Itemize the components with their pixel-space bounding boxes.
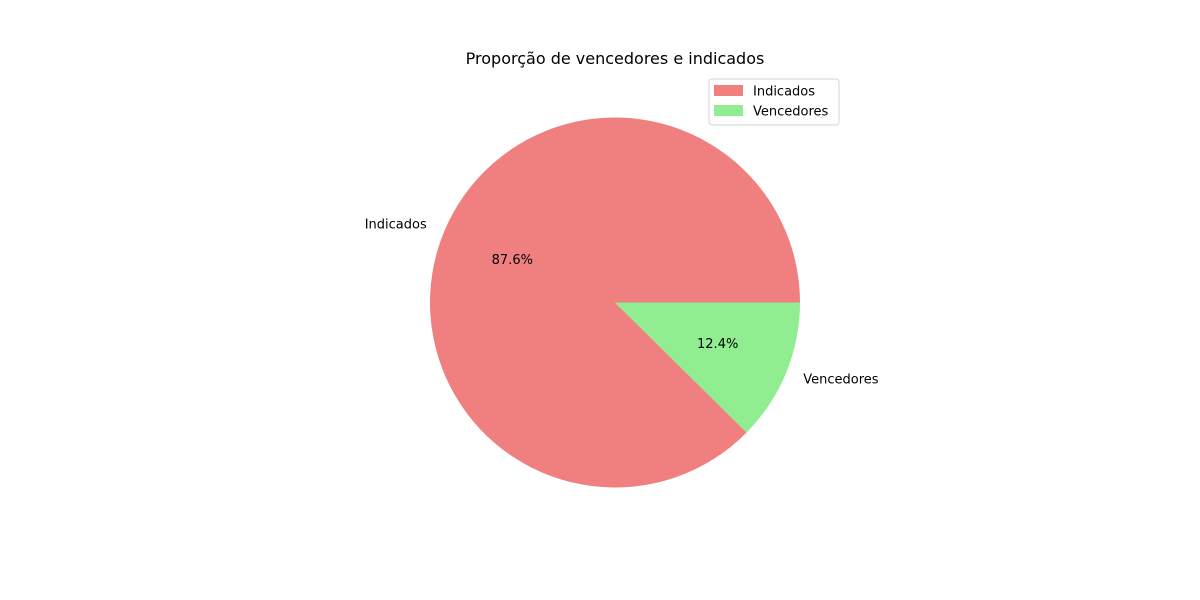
legend-label-vencedores: Vencedores — [753, 105, 829, 120]
legend-swatch-indicados — [714, 85, 743, 96]
slice-label-indicados: Indicados — [365, 218, 427, 233]
slice-percent-vencedores: 12.4% — [697, 337, 738, 352]
slice-percent-indicados: 87.6% — [492, 253, 533, 268]
legend: Indicados Vencedores — [708, 78, 840, 126]
chart-title: Proporção de vencedores e indicados — [466, 49, 765, 68]
slice-vencedores — [615, 302, 800, 433]
pie-slices — [430, 117, 800, 488]
slice-label-vencedores: Vencedores — [803, 372, 879, 387]
slice-percent-labels: 87.6% 12.4% — [492, 253, 739, 352]
legend-swatch-vencedores — [714, 105, 743, 116]
slice-labels: Indicados Vencedores — [365, 218, 879, 388]
slice-indicados — [430, 117, 800, 488]
legend-label-indicados: Indicados — [753, 85, 815, 100]
